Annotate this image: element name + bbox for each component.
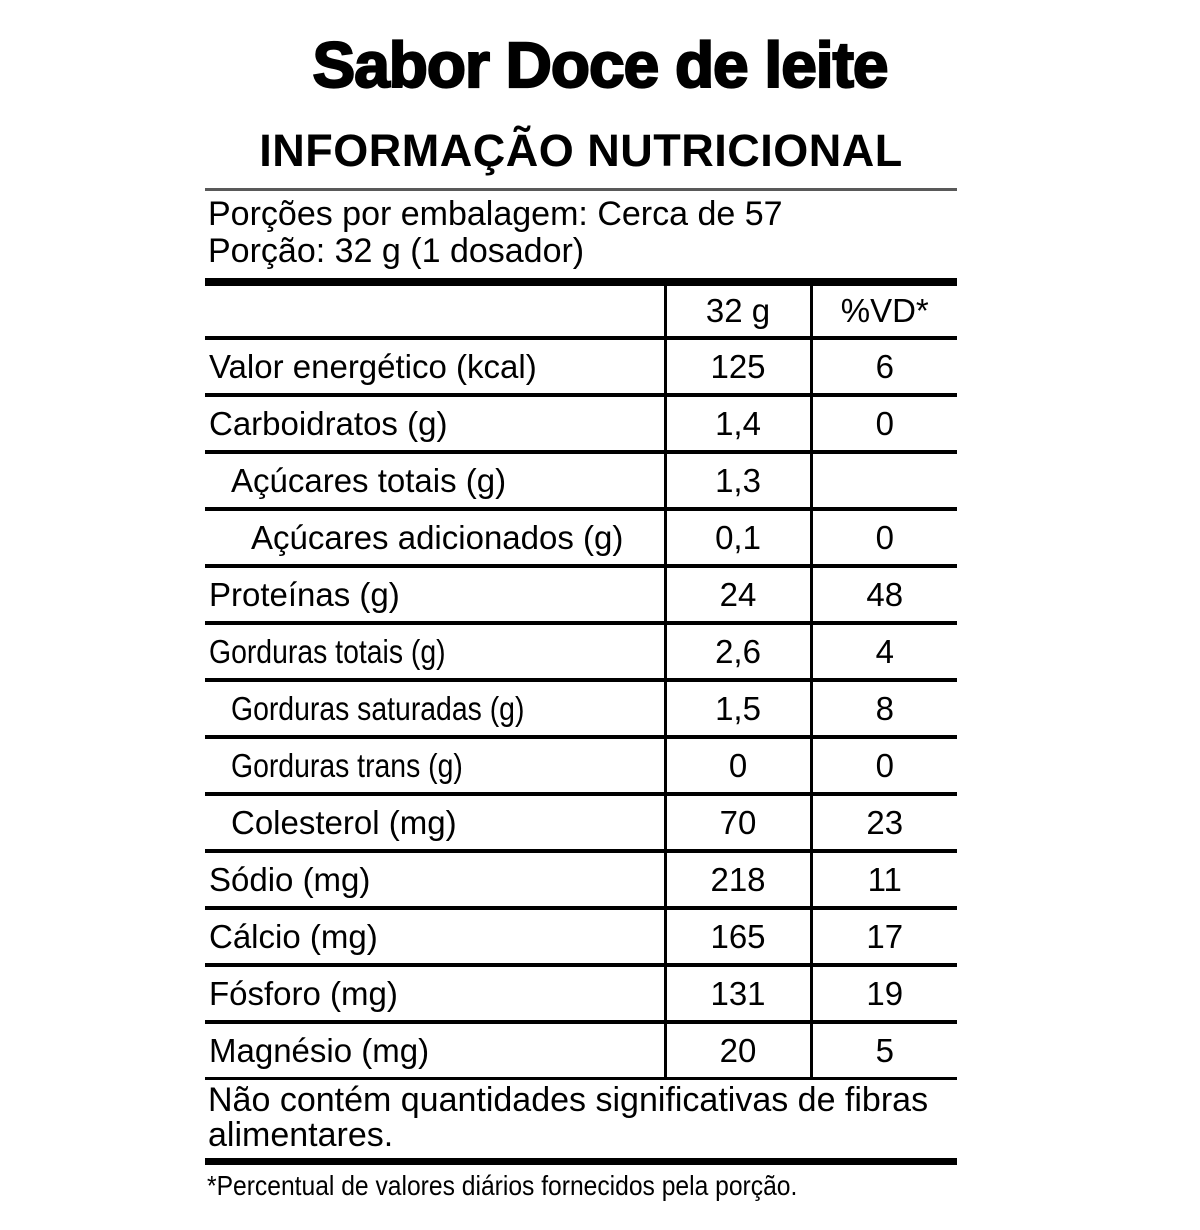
row-dv: 4 [875,632,894,670]
row-label: Sódio (mg) [209,860,371,898]
dv-footnote: *Percentual de valores diários fornecido… [205,1170,957,1201]
table-row: Valor energético (kcal) 125 6 [205,338,957,395]
row-amount: 165 [665,908,813,965]
row-amount: 0,1 [665,509,813,566]
row-dv: 0 [875,746,894,784]
row-amount: 125 [665,338,813,395]
nutrition-table: 32 g %VD* Valor energético (kcal) 125 6 … [205,286,957,1080]
table-row: Cálcio (mg) 165 17 [205,908,957,965]
nutrition-heading: INFORMAÇÃO NUTRICIONAL [259,125,903,176]
col-header-empty [205,286,667,338]
row-amount: 218 [665,851,813,908]
row-amount: 70 [665,794,813,851]
table-row: Sódio (mg) 218 11 [205,851,957,908]
table-row: Fósforo (mg) 131 19 [205,965,957,1022]
row-amount: 24 [665,566,813,623]
servings-per-package-value: Cerca de 57 [597,195,783,233]
serving-size-label: Porção: [208,232,326,270]
thick-divider-top [205,278,957,286]
row-dv: 0 [875,518,894,556]
serving-size-line: Porção: 32 g (1 dosador) [205,233,957,270]
row-label: Fósforo (mg) [209,974,398,1012]
row-label: Carboidratos (g) [209,404,448,442]
row-dv: 5 [875,1031,894,1069]
flavor-title: Sabor Doce de leite [311,29,889,101]
table-row: Gorduras saturadas (g) 1,5 8 [205,680,957,737]
row-amount: 1,4 [665,395,813,452]
row-amount: 1,3 [665,452,813,509]
row-label: Valor energético (kcal) [209,347,537,385]
serving-size-value: 32 g (1 dosador) [334,232,585,270]
row-label: Cálcio (mg) [209,917,378,955]
row-dv: 11 [867,860,902,898]
fiber-note-line1: Não contém quantidades significativas de… [208,1081,929,1119]
nutrition-table-body: Valor energético (kcal) 125 6 Carboidrat… [205,338,957,1079]
table-row: Colesterol (mg) 70 23 [205,794,957,851]
row-dv: 0 [875,404,894,442]
row-dv [811,452,957,509]
table-row: Gorduras totais (g) 2,6 4 [205,623,957,680]
row-label: Proteínas (g) [209,575,400,613]
row-dv: 6 [875,347,894,385]
dv-footnote-text: *Percentual de valores diários fornecido… [207,1170,798,1201]
row-amount: 2,6 [665,623,813,680]
table-row: Gorduras trans (g) 0 0 [205,737,957,794]
row-label: Colesterol (mg) [231,803,457,841]
row-amount: 20 [665,1022,813,1079]
row-amount: 131 [665,965,813,1022]
row-label: Açúcares totais (g) [231,461,507,499]
table-row: Carboidratos (g) 1,4 0 [205,395,957,452]
table-row: Açúcares totais (g) 1,3 [205,452,957,509]
nutrition-label: Sabor Doce de leite INFORMAÇÃO NUTRICION… [0,29,1200,1230]
row-label: Gorduras saturadas (g) [231,689,525,727]
servings-per-package-line: Porções por embalagem: Cerca de 57 [205,196,957,233]
table-row: Magnésio (mg) 20 5 [205,1022,957,1079]
thin-divider [205,188,957,191]
row-label: Açúcares adicionados (g) [251,518,624,556]
table-header-row: 32 g %VD* [205,286,957,338]
thick-divider-bottom [205,1158,957,1165]
row-dv: 19 [866,974,904,1012]
servings-per-package-label: Porções por embalagem: [208,195,588,233]
row-dv: 48 [866,575,904,613]
row-dv: 8 [875,689,894,727]
label-body: INFORMAÇÃO NUTRICIONAL Porções por embal… [205,126,957,1201]
row-dv: 17 [866,917,904,955]
col-header-dv: %VD* [840,292,929,329]
row-label: Gorduras trans (g) [231,746,463,784]
row-dv: 23 [866,803,904,841]
row-amount: 0 [665,737,813,794]
fiber-note: Não contém quantidades significativas de… [205,1083,957,1153]
table-row: Açúcares adicionados (g) 0,1 0 [205,509,957,566]
fiber-note-line2: alimentares. [208,1116,394,1154]
table-row: Proteínas (g) 24 48 [205,566,957,623]
col-header-amount: 32 g [665,286,813,338]
row-amount: 1,5 [665,680,813,737]
row-label: Gorduras totais (g) [209,632,446,670]
row-label: Magnésio (mg) [209,1031,430,1069]
